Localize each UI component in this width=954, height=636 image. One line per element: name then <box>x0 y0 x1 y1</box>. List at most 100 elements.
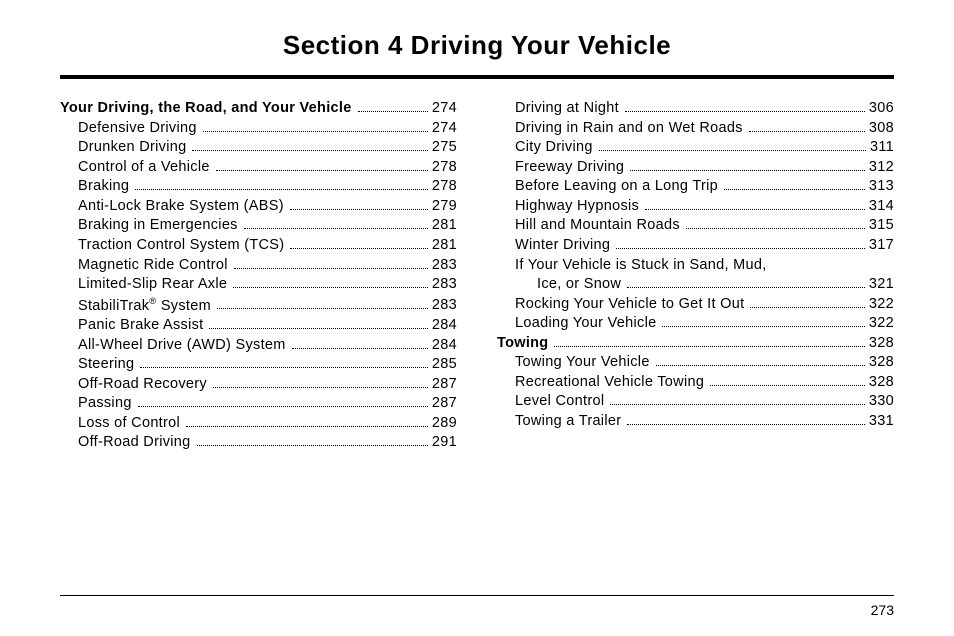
toc-entry: Panic Brake Assist 284 <box>60 316 457 336</box>
toc-leader-dots <box>203 122 428 132</box>
toc-leader-dots <box>645 200 865 210</box>
toc-page-number: 278 <box>432 158 457 178</box>
toc-entry: Braking in Emergencies281 <box>60 216 457 236</box>
toc-page-number: 285 <box>432 355 457 375</box>
toc-label: Off-Road Driving <box>60 433 191 453</box>
toc-label: Towing Your Vehicle <box>497 353 650 373</box>
toc-page-number: 308 <box>869 119 894 139</box>
toc-entry: Your Driving, the Road, and Your Vehicle… <box>60 99 457 119</box>
toc-label: Control of a Vehicle <box>60 158 210 178</box>
toc-label: Your Driving, the Road, and Your Vehicle <box>60 99 352 119</box>
toc-entry: Passing287 <box>60 394 457 414</box>
toc-label: All-Wheel Drive (AWD) System <box>60 336 286 356</box>
toc-page-number: 331 <box>869 412 894 432</box>
toc-page-number: 275 <box>432 138 457 158</box>
toc-page-number: 283 <box>432 296 457 316</box>
toc-leader-dots <box>599 141 866 151</box>
document-page: Section 4 Driving Your Vehicle Your Driv… <box>0 0 954 636</box>
toc-label: Magnetic Ride Control <box>60 256 228 276</box>
toc-entry: Driving in Rain and on Wet Roads308 <box>497 119 894 139</box>
toc-leader-dots <box>217 300 428 310</box>
toc-leader-dots <box>749 122 865 132</box>
toc-label: Traction Control System (TCS) <box>60 236 284 256</box>
toc-page-number: 291 <box>432 433 457 453</box>
toc-leader-dots <box>140 358 427 368</box>
toc-leader-dots <box>656 357 865 367</box>
toc-label: If Your Vehicle is Stuck in Sand, Mud, <box>497 256 767 276</box>
toc-label: Off-Road Recovery <box>60 375 207 395</box>
toc-entry: Off-Road Driving 291 <box>60 433 457 453</box>
toc-entry: Rocking Your Vehicle to Get It Out322 <box>497 295 894 315</box>
toc-entry: Hill and Mountain Roads315 <box>497 216 894 236</box>
toc-page-number: 321 <box>869 275 894 295</box>
toc-page-number: 315 <box>869 216 894 236</box>
toc-label: Towing a Trailer <box>497 412 621 432</box>
toc-leader-dots <box>290 239 428 249</box>
toc-left-column: Your Driving, the Road, and Your Vehicle… <box>60 99 457 453</box>
toc-leader-dots <box>135 181 428 191</box>
toc-entry: StabiliTrak® System283 <box>60 295 457 316</box>
toc-label: Defensive Driving <box>60 119 197 139</box>
toc-leader-dots <box>616 239 865 249</box>
top-rule <box>60 75 894 79</box>
toc-leader-dots <box>233 278 428 288</box>
toc-page-number: 306 <box>869 99 894 119</box>
toc-leader-dots <box>209 319 427 329</box>
toc-page-number: 281 <box>432 236 457 256</box>
toc-leader-dots <box>197 437 428 447</box>
toc-page-number: 328 <box>869 353 894 373</box>
toc-label: Highway Hypnosis <box>497 197 639 217</box>
toc-entry: Loading Your Vehicle 322 <box>497 314 894 334</box>
toc-leader-dots <box>138 398 428 408</box>
toc-entry: Driving at Night306 <box>497 99 894 119</box>
page-footer: 273 <box>60 595 894 618</box>
toc-page-number: 274 <box>432 99 457 119</box>
toc-page-number: 328 <box>869 373 894 393</box>
toc-page-number: 322 <box>869 314 894 334</box>
toc-columns: Your Driving, the Road, and Your Vehicle… <box>60 99 894 453</box>
toc-entry: City Driving 311 <box>497 138 894 158</box>
toc-page-number: 289 <box>432 414 457 434</box>
toc-page-number: 311 <box>870 138 894 158</box>
toc-page-number: 284 <box>432 316 457 336</box>
toc-leader-dots <box>625 102 865 112</box>
toc-leader-dots <box>216 161 428 171</box>
toc-entry: Off-Road Recovery287 <box>60 375 457 395</box>
toc-page-number: 278 <box>432 177 457 197</box>
toc-entry: Limited-Slip Rear Axle283 <box>60 275 457 295</box>
toc-right-column: Driving at Night306Driving in Rain and o… <box>497 99 894 453</box>
toc-label: Before Leaving on a Long Trip <box>497 177 718 197</box>
toc-label: Anti-Lock Brake System (ABS) <box>60 197 284 217</box>
toc-entry: Steering285 <box>60 355 457 375</box>
toc-leader-dots <box>627 415 865 425</box>
toc-entry: Ice, or Snow321 <box>497 275 894 295</box>
toc-label: Loading Your Vehicle <box>497 314 656 334</box>
toc-leader-dots <box>630 161 865 171</box>
toc-leader-dots <box>290 200 428 210</box>
toc-leader-dots <box>358 102 428 112</box>
page-number: 273 <box>60 602 894 618</box>
toc-page-number: 328 <box>869 334 894 354</box>
toc-entry: Freeway Driving312 <box>497 158 894 178</box>
toc-entry: Highway Hypnosis314 <box>497 197 894 217</box>
toc-label: Limited-Slip Rear Axle <box>60 275 227 295</box>
toc-leader-dots <box>662 318 864 328</box>
toc-page-number: 313 <box>869 177 894 197</box>
toc-leader-dots <box>627 278 865 288</box>
bottom-rule <box>60 595 894 596</box>
toc-page-number: 312 <box>869 158 894 178</box>
toc-entry: All-Wheel Drive (AWD) System284 <box>60 336 457 356</box>
toc-leader-dots <box>292 339 428 349</box>
toc-label: Drunken Driving <box>60 138 186 158</box>
toc-entry: Loss of Control289 <box>60 414 457 434</box>
toc-label: Winter Driving <box>497 236 610 256</box>
toc-leader-dots <box>750 298 864 308</box>
toc-label: City Driving <box>497 138 593 158</box>
toc-label: Recreational Vehicle Towing <box>497 373 704 393</box>
toc-entry: Anti-Lock Brake System (ABS)279 <box>60 197 457 217</box>
toc-entry: Level Control330 <box>497 392 894 412</box>
toc-label: Panic Brake Assist <box>60 316 203 336</box>
toc-leader-dots <box>554 337 864 347</box>
toc-leader-dots <box>710 376 865 386</box>
toc-page-number: 283 <box>432 256 457 276</box>
